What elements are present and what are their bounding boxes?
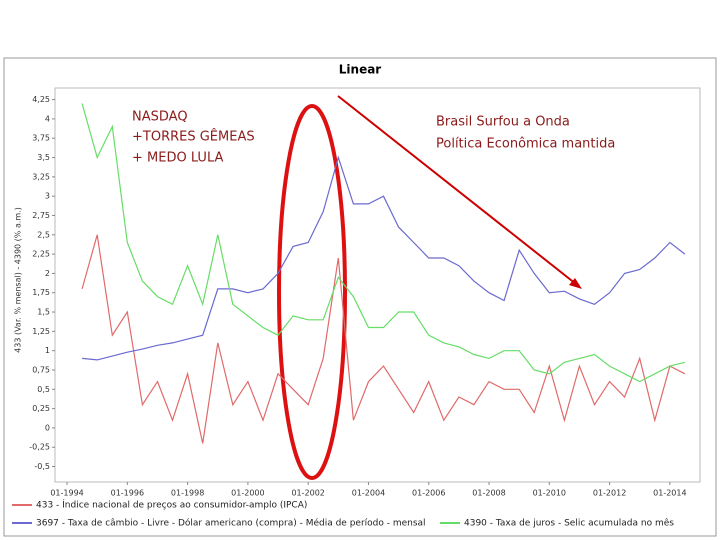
chart-title: Linear: [339, 63, 382, 77]
x-tick-label: 01-2000: [231, 489, 264, 498]
x-tick-label: 01-1996: [111, 489, 144, 498]
y-tick-label: 2,75: [32, 211, 50, 220]
annotation: +TORRES GÊMEAS: [132, 129, 255, 145]
y-tick-label: 3,5: [37, 153, 50, 162]
y-tick-label: 3,25: [32, 172, 50, 181]
arrow-line: [337, 95, 577, 285]
legend-label: 4390 - Taxa de juros - Selic acumulada n…: [464, 518, 674, 529]
y-tick-label: -0,25: [29, 443, 50, 452]
y-tick-label: 0,25: [32, 404, 50, 413]
x-tick-label: 01-2004: [352, 489, 385, 498]
y-tick-label: 1,75: [32, 288, 50, 297]
y-tick-label: 0: [45, 423, 50, 432]
y-axis-label: 433 (Var. % mensal) - 4390 (% a.m.): [14, 207, 23, 353]
legend-label: 433 - Índice nacional de preços ao consu…: [36, 499, 307, 511]
y-tick-label: 2: [45, 269, 50, 278]
x-tick-label: 01-2010: [533, 489, 566, 498]
series-line: [82, 155, 686, 361]
y-tick-label: 1,5: [37, 308, 50, 317]
x-tick-label: 01-2006: [412, 489, 445, 498]
annotation: Política Econômica mantida: [436, 137, 615, 152]
annotation: NASDAQ: [132, 110, 188, 125]
y-tick-label: 3: [45, 192, 50, 201]
x-tick-label: 01-2014: [653, 489, 686, 498]
y-tick-label: 4,25: [32, 95, 50, 104]
plot-area: [54, 87, 701, 483]
annotation: Brasil Surfou a Onda: [436, 115, 570, 130]
y-tick-label: 3,75: [32, 134, 50, 143]
y-tick-label: 1,25: [32, 327, 50, 336]
legend-label: 3697 - Taxa de câmbio - Livre - Dólar am…: [36, 518, 426, 529]
y-tick-label: -0,5: [34, 462, 50, 471]
x-tick-label: 01-2008: [472, 489, 505, 498]
y-tick-label: 0,75: [32, 365, 50, 374]
y-tick-label: 4: [45, 114, 50, 123]
highlight-ellipse: [277, 104, 347, 480]
y-tick-label: 1: [45, 346, 50, 355]
plot-lines: [81, 103, 686, 444]
series-line: [81, 103, 686, 383]
y-tick-label: 2,25: [32, 250, 50, 259]
y-tick-label: 2,5: [37, 230, 50, 239]
annotation: + MEDO LULA: [132, 151, 223, 166]
x-tick-label: 01-2012: [593, 489, 626, 498]
arrow-head: [569, 278, 582, 289]
series-line: [81, 234, 686, 444]
x-tick-label: 01-2002: [291, 489, 324, 498]
x-tick-label: 01-1994: [50, 489, 83, 498]
x-tick-label: 01-1998: [171, 489, 204, 498]
y-tick-label: 0,5: [37, 385, 50, 394]
